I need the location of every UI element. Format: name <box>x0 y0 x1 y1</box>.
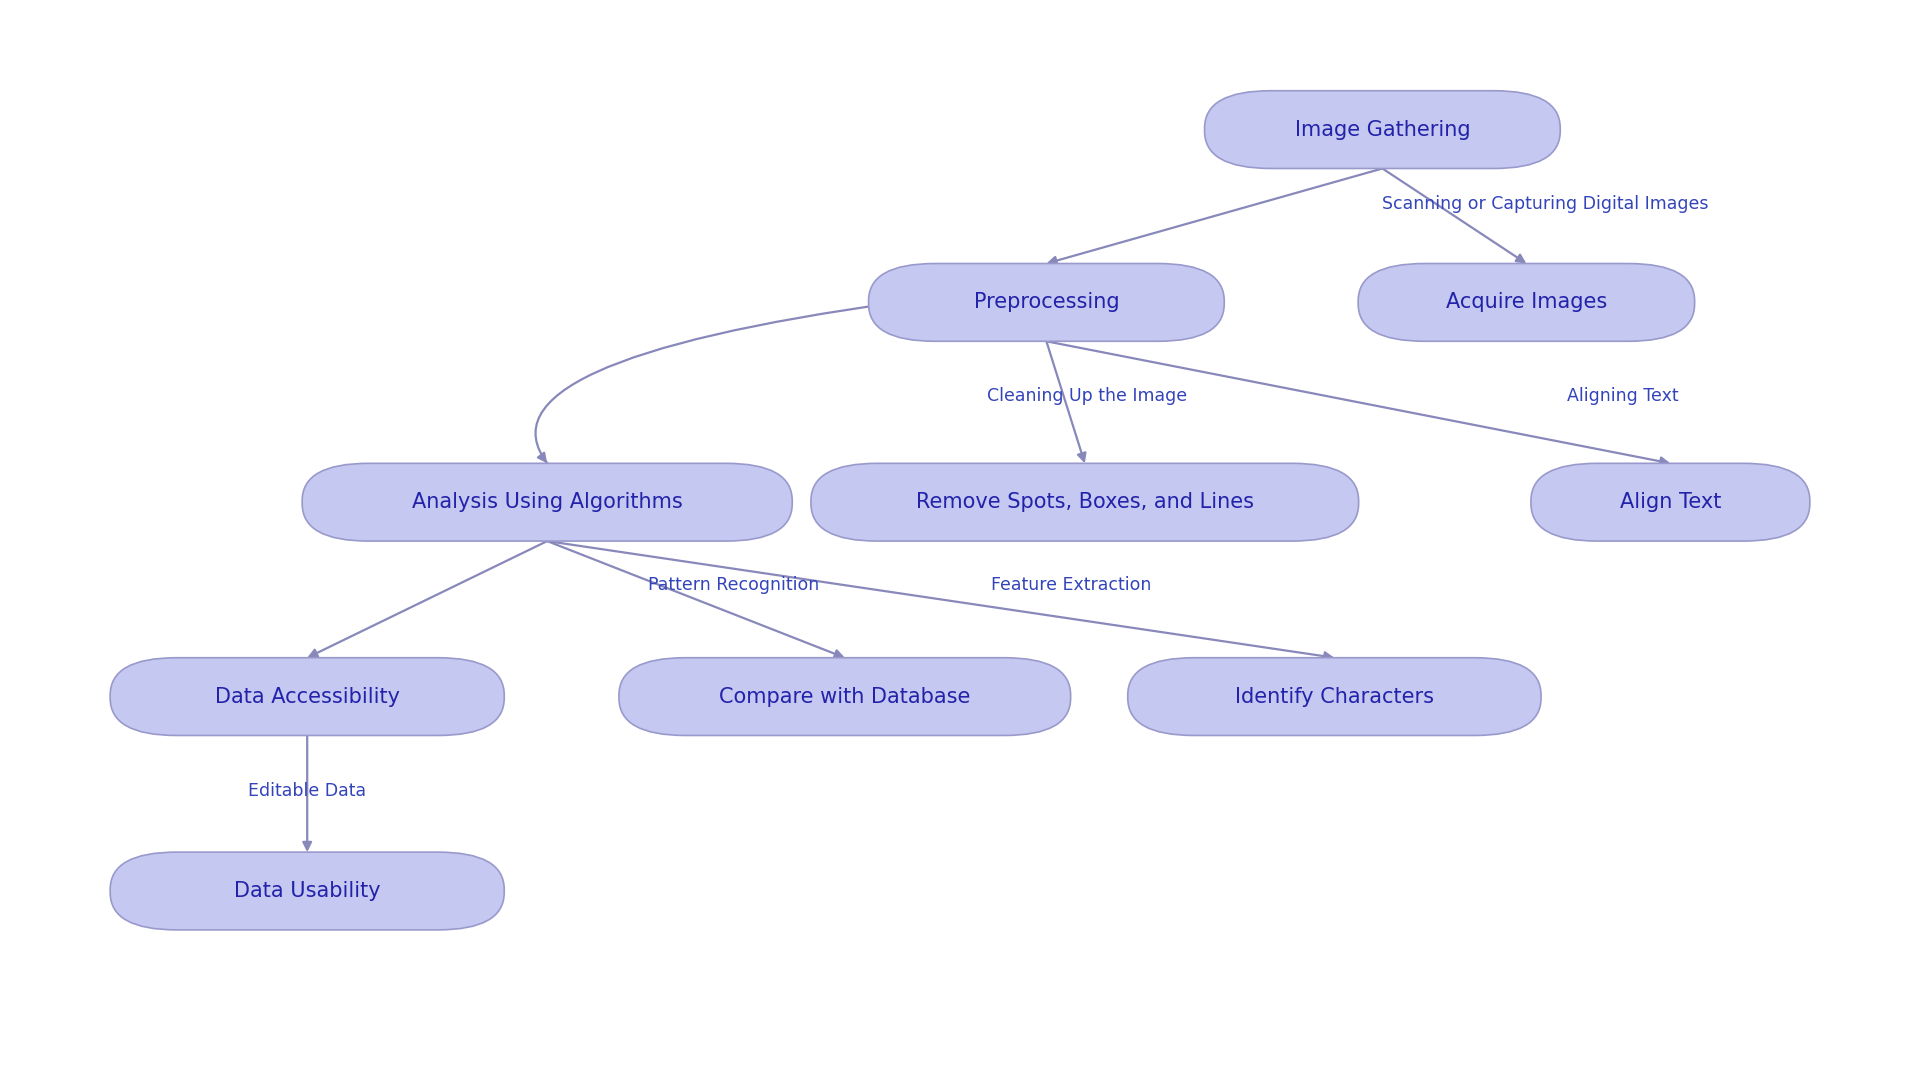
Text: Identify Characters: Identify Characters <box>1235 687 1434 706</box>
Text: Data Usability: Data Usability <box>234 881 380 901</box>
FancyBboxPatch shape <box>1530 463 1811 541</box>
Text: Acquire Images: Acquire Images <box>1446 293 1607 312</box>
Text: Compare with Database: Compare with Database <box>720 687 970 706</box>
Text: Aligning Text: Aligning Text <box>1567 388 1678 405</box>
FancyBboxPatch shape <box>1357 264 1695 341</box>
Text: Data Accessibility: Data Accessibility <box>215 687 399 706</box>
Text: Preprocessing: Preprocessing <box>973 293 1119 312</box>
FancyBboxPatch shape <box>1204 91 1561 168</box>
FancyBboxPatch shape <box>810 463 1359 541</box>
Text: Remove Spots, Boxes, and Lines: Remove Spots, Boxes, and Lines <box>916 492 1254 512</box>
FancyBboxPatch shape <box>1127 658 1542 735</box>
FancyBboxPatch shape <box>868 264 1225 341</box>
FancyBboxPatch shape <box>109 658 505 735</box>
FancyBboxPatch shape <box>618 658 1071 735</box>
FancyBboxPatch shape <box>109 852 505 930</box>
Text: Editable Data: Editable Data <box>248 782 367 799</box>
Text: Cleaning Up the Image: Cleaning Up the Image <box>987 388 1187 405</box>
Text: Feature Extraction: Feature Extraction <box>991 577 1152 594</box>
Text: Scanning or Capturing Digital Images: Scanning or Capturing Digital Images <box>1382 195 1709 213</box>
Text: Image Gathering: Image Gathering <box>1294 120 1471 139</box>
Text: Align Text: Align Text <box>1620 492 1720 512</box>
Text: Analysis Using Algorithms: Analysis Using Algorithms <box>411 492 684 512</box>
Text: Pattern Recognition: Pattern Recognition <box>647 577 820 594</box>
FancyBboxPatch shape <box>301 463 793 541</box>
